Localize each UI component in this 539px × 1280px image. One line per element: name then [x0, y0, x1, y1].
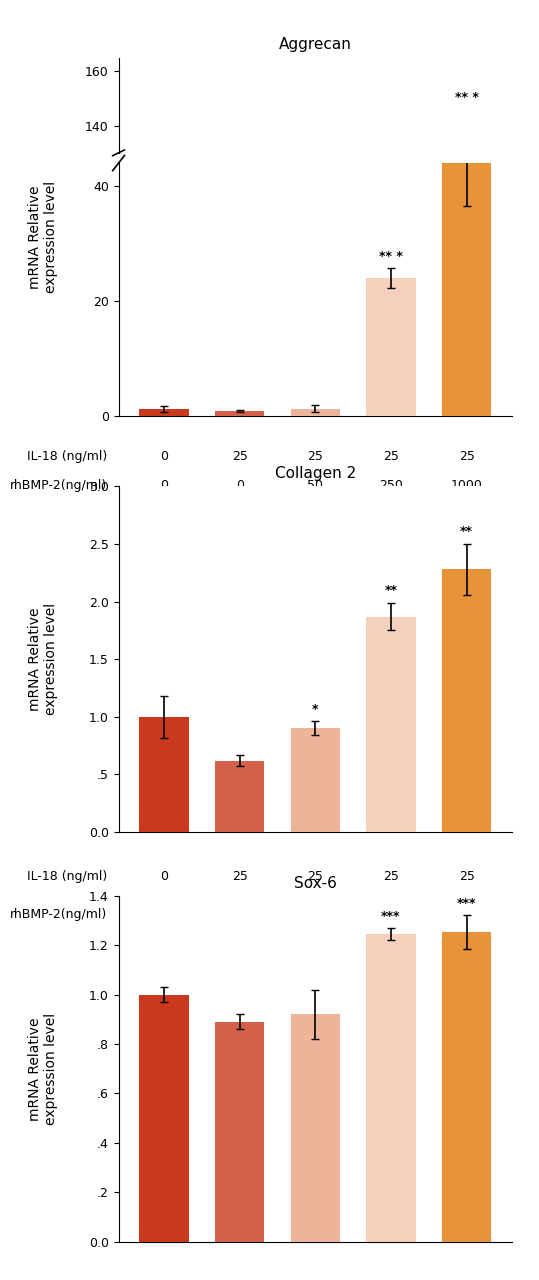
Text: 0: 0 [160, 451, 168, 463]
Bar [140, 995, 189, 1242]
Text: mRNA Relative
expression level: mRNA Relative expression level [28, 603, 58, 716]
Text: 25: 25 [459, 870, 474, 883]
Bar [215, 411, 264, 416]
Text: 250: 250 [379, 908, 403, 922]
Text: 50: 50 [307, 908, 323, 922]
Text: 25: 25 [383, 870, 399, 883]
Bar [291, 408, 340, 416]
Text: 250: 250 [379, 479, 403, 493]
Bar [291, 1015, 340, 1242]
Text: IL-18 (ng/ml): IL-18 (ng/ml) [27, 451, 107, 463]
Text: 0: 0 [236, 908, 244, 922]
Bar [140, 503, 189, 507]
Text: 1000: 1000 [451, 479, 482, 493]
Bar [367, 442, 416, 507]
Text: mRNA Relative
expression level: mRNA Relative expression level [28, 180, 58, 293]
Bar [442, 157, 491, 416]
Text: 0: 0 [160, 479, 168, 493]
Text: ** *: ** * [379, 250, 403, 264]
Text: 25: 25 [232, 870, 247, 883]
Text: 25: 25 [307, 451, 323, 463]
Bar [291, 728, 340, 832]
Bar [215, 760, 264, 832]
Text: ***: *** [457, 896, 476, 910]
Bar [291, 503, 340, 507]
Bar [215, 1021, 264, 1242]
Bar [442, 384, 491, 507]
Text: rhBMP-2(ng/ml): rhBMP-2(ng/ml) [10, 479, 107, 493]
Bar [442, 932, 491, 1242]
Title: Collagen 2: Collagen 2 [275, 466, 356, 481]
Text: 0: 0 [160, 908, 168, 922]
Bar [215, 504, 264, 507]
Text: 25: 25 [383, 451, 399, 463]
Text: 25: 25 [232, 451, 247, 463]
Bar [140, 410, 189, 416]
Bar [140, 717, 189, 832]
Text: *: * [312, 703, 319, 716]
Text: 25: 25 [459, 451, 474, 463]
Bar [367, 278, 416, 416]
Bar [367, 934, 416, 1242]
Text: IL-18 (ng/ml): IL-18 (ng/ml) [27, 870, 107, 883]
Title: Sox-6: Sox-6 [294, 876, 337, 891]
Text: rhBMP-2(ng/ml): rhBMP-2(ng/ml) [10, 908, 107, 922]
Title: Aggrecan: Aggrecan [279, 37, 352, 52]
Text: mRNA Relative
expression level: mRNA Relative expression level [28, 1012, 58, 1125]
Text: 0: 0 [236, 479, 244, 493]
Text: 50: 50 [307, 479, 323, 493]
Text: **: ** [384, 584, 397, 596]
Text: 0: 0 [160, 870, 168, 883]
Text: **: ** [460, 525, 473, 538]
Text: ***: *** [381, 910, 400, 923]
Bar [367, 617, 416, 832]
Text: 1000: 1000 [451, 908, 482, 922]
Bar [442, 570, 491, 832]
Text: 25: 25 [307, 870, 323, 883]
Text: ** *: ** * [455, 91, 479, 104]
